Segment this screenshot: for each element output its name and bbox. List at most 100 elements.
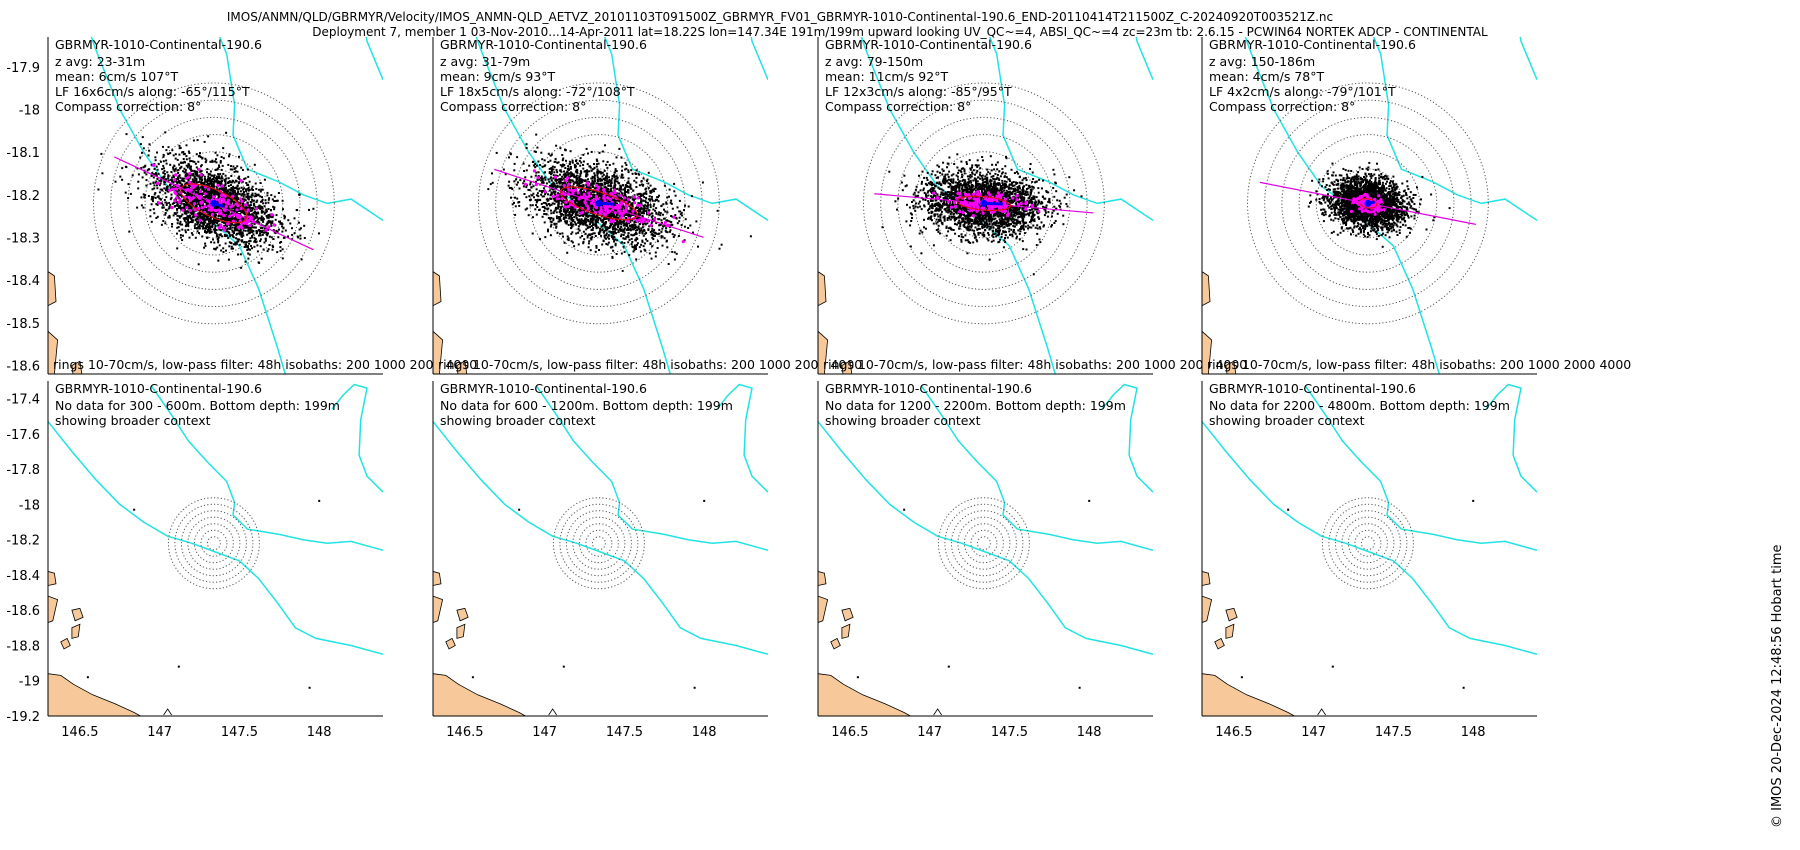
velocity-point bbox=[532, 185, 535, 188]
velocity-point bbox=[180, 208, 183, 211]
velocity-point bbox=[246, 183, 249, 186]
velocity-point bbox=[218, 195, 221, 197]
velocity-point bbox=[256, 199, 259, 202]
velocity-point bbox=[206, 194, 209, 197]
velocity-point bbox=[629, 221, 632, 223]
velocity-point bbox=[600, 219, 603, 222]
velocity-point bbox=[564, 220, 567, 223]
velocity-point bbox=[248, 253, 251, 256]
velocity-point bbox=[223, 225, 226, 227]
velocity-point bbox=[216, 246, 219, 249]
velocity-point bbox=[194, 219, 197, 222]
velocity-point bbox=[598, 195, 601, 198]
velocity-point bbox=[182, 189, 185, 192]
velocity-point bbox=[203, 181, 206, 184]
velocity-point bbox=[645, 201, 647, 204]
velocity-point bbox=[267, 248, 270, 251]
velocity-point bbox=[186, 193, 188, 196]
velocity-point bbox=[166, 171, 169, 174]
velocity-point bbox=[184, 231, 187, 234]
velocity-point bbox=[221, 221, 224, 224]
velocity-point bbox=[215, 186, 218, 189]
velocity-point bbox=[593, 187, 596, 190]
velocity-point bbox=[150, 220, 153, 223]
velocity-point bbox=[224, 183, 227, 186]
velocity-point bbox=[571, 231, 574, 234]
velocity-point bbox=[211, 210, 214, 213]
velocity-point bbox=[652, 230, 655, 233]
velocity-point bbox=[561, 178, 564, 181]
velocity-point bbox=[251, 247, 253, 250]
velocity-point bbox=[216, 167, 219, 170]
velocity-point bbox=[198, 227, 201, 230]
velocity-point bbox=[262, 202, 265, 205]
velocity-point bbox=[211, 221, 214, 224]
velocity-point bbox=[247, 197, 249, 200]
velocity-point bbox=[568, 163, 571, 166]
velocity-point bbox=[615, 215, 618, 218]
velocity-point bbox=[270, 224, 273, 227]
velocity-point bbox=[167, 180, 170, 183]
velocity-point bbox=[634, 172, 637, 175]
velocity-point bbox=[625, 228, 628, 231]
island-4 bbox=[446, 434, 456, 460]
velocity-point bbox=[606, 243, 609, 246]
velocity-point bbox=[219, 206, 221, 209]
velocity-point bbox=[491, 181, 494, 184]
velocity-point bbox=[199, 152, 201, 155]
velocity-point bbox=[275, 199, 278, 202]
velocity-point bbox=[176, 182, 179, 185]
velocity-point bbox=[590, 224, 593, 227]
velocity-point bbox=[194, 172, 197, 175]
velocity-point bbox=[150, 175, 153, 177]
velocity-point bbox=[593, 172, 596, 175]
velocity-point bbox=[647, 198, 650, 201]
lowpass-point bbox=[236, 204, 240, 208]
velocity-point bbox=[200, 178, 203, 181]
velocity-point bbox=[564, 196, 567, 199]
velocity-point bbox=[162, 206, 165, 209]
velocity-point bbox=[207, 196, 210, 198]
velocity-point bbox=[248, 180, 251, 183]
velocity-point bbox=[665, 240, 668, 243]
velocity-point bbox=[232, 230, 235, 233]
velocity-point bbox=[261, 210, 264, 213]
velocity-point bbox=[556, 184, 559, 187]
velocity-point bbox=[197, 194, 200, 196]
velocity-point bbox=[176, 218, 179, 221]
island-2 bbox=[71, 360, 83, 374]
velocity-point bbox=[201, 213, 204, 216]
lowpass-point bbox=[198, 218, 202, 222]
velocity-point bbox=[514, 213, 517, 216]
velocity-point bbox=[204, 221, 207, 224]
velocity-point bbox=[598, 151, 601, 154]
velocity-point bbox=[237, 229, 240, 232]
velocity-point bbox=[184, 170, 187, 173]
velocity-point bbox=[628, 228, 631, 231]
velocity-point bbox=[233, 232, 235, 234]
velocity-point bbox=[595, 218, 598, 221]
velocity-point bbox=[210, 178, 213, 181]
velocity-point bbox=[584, 221, 587, 224]
velocity-point bbox=[189, 176, 192, 179]
velocity-point bbox=[181, 228, 184, 231]
velocity-point bbox=[586, 234, 589, 237]
velocity-point bbox=[249, 227, 252, 230]
velocity-point bbox=[609, 188, 612, 191]
velocity-point bbox=[156, 203, 159, 206]
velocity-point bbox=[242, 229, 245, 232]
lowpass-point bbox=[220, 184, 224, 188]
lowpass-point bbox=[185, 206, 189, 210]
velocity-point bbox=[203, 196, 206, 199]
velocity-point bbox=[516, 197, 519, 200]
velocity-point bbox=[183, 212, 186, 215]
velocity-point bbox=[661, 235, 664, 238]
velocity-point bbox=[253, 216, 256, 219]
velocity-point bbox=[131, 174, 134, 177]
velocity-point bbox=[563, 217, 566, 220]
velocity-point bbox=[607, 241, 610, 244]
velocity-point bbox=[574, 214, 577, 217]
velocity-point bbox=[209, 170, 212, 173]
velocity-point bbox=[208, 227, 210, 230]
velocity-point bbox=[189, 207, 191, 210]
